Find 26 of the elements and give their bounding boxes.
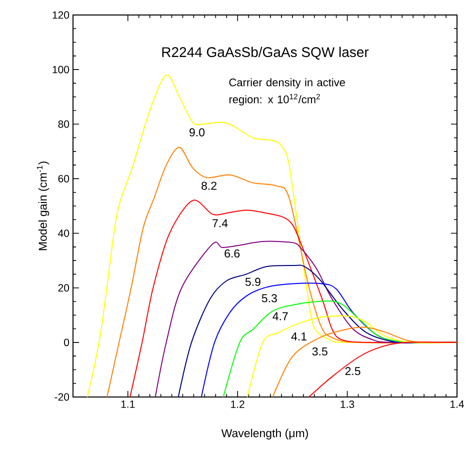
- y-tick-label: 100: [52, 66, 70, 74]
- y-tick-label: 120: [52, 11, 70, 19]
- series-label: 4.1: [291, 332, 306, 340]
- text: R2244 GaAsSb/GaAs SQW laser: [162, 46, 369, 60]
- annotation: Carrier density in active region: x 10$^{12}$/cm$^{2}$: [229, 78, 345, 106]
- y-tick-label: 40: [58, 230, 70, 238]
- series-label: 8.2: [202, 182, 216, 190]
- y-tick-label: 0: [64, 338, 70, 346]
- y-tick-label: -20: [54, 393, 70, 401]
- series-label: 5.3: [262, 294, 277, 302]
- x-tick-label: 1.2: [231, 400, 244, 408]
- y-axis-title: Model gain (cm$^{-1}$): [36, 162, 50, 250]
- series-label: 2.5: [345, 367, 360, 376]
- series-label: 6.6: [224, 249, 240, 258]
- series-label: 4.7: [272, 312, 288, 320]
- y-tick-label: 20: [58, 284, 70, 292]
- x-tick-label: 1.3: [340, 400, 354, 408]
- series-label: 9.0: [190, 128, 205, 136]
- x-axis-title: Wavelength (μm): [221, 428, 308, 440]
- y-tick-label: 60: [58, 175, 70, 182]
- series-label: 5.9: [245, 278, 260, 286]
- y-tick-label: 80: [58, 120, 70, 128]
- x-tick-label: 1.1: [121, 400, 135, 408]
- series-label: 7.4: [212, 219, 228, 228]
- series-label: 3.5: [312, 347, 328, 356]
- x-tick-label: 1.4: [450, 400, 464, 408]
